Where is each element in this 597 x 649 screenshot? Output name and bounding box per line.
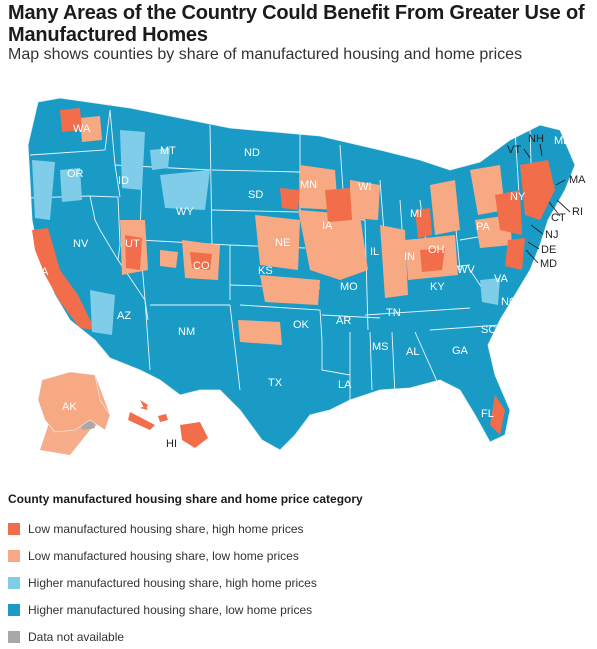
state-label: MS — [372, 341, 389, 353]
state-label: CO — [193, 260, 210, 272]
high-share-high-price-regions — [32, 130, 500, 335]
state-label: OR — [67, 168, 84, 180]
state-label: WY — [176, 206, 194, 218]
state-label: NV — [73, 238, 89, 250]
state-label: VT — [507, 144, 521, 156]
state-label: AL — [406, 346, 419, 358]
state-label: CA — [33, 266, 49, 278]
state-label: OH — [428, 244, 445, 256]
legend-item: Low manufactured housing share, low home… — [8, 548, 299, 564]
legend-swatch — [8, 550, 20, 562]
contiguous-us-shape — [27, 97, 576, 451]
legend-item: Data not available — [8, 629, 124, 645]
legend-item: Higher manufactured housing share, high … — [8, 575, 317, 591]
state-label: KY — [430, 281, 445, 293]
state-label: IA — [322, 220, 333, 232]
state-label: IN — [404, 251, 415, 263]
state-label: RI — [572, 206, 583, 218]
state-label: AZ — [117, 310, 131, 322]
state-label: GA — [452, 345, 469, 357]
state-label: ND — [244, 147, 260, 159]
state-label: MD — [540, 258, 557, 270]
state-label: SC — [481, 324, 496, 336]
state-label: MN — [300, 179, 317, 191]
state-label: HI — [166, 438, 177, 450]
label-leader-lines — [523, 143, 571, 264]
us-county-map: WA OR CA NV ID MT WY UT AZ CO NM ND SD N… — [27, 97, 586, 455]
legend-label: Low manufactured housing share, low home… — [28, 549, 299, 563]
legend-swatch — [8, 523, 20, 535]
map-title: Many Areas of the Country Could Benefit … — [8, 2, 585, 46]
state-label: NH — [528, 133, 544, 145]
state-label: VA — [494, 273, 509, 285]
state-label: AR — [336, 315, 351, 327]
state-label: IL — [370, 246, 379, 258]
alaska-shape — [37, 371, 111, 433]
state-label: AK — [62, 401, 77, 413]
low-share-high-price-regions — [32, 108, 555, 435]
state-label: NM — [178, 326, 195, 338]
legend-title: County manufactured housing share and ho… — [8, 492, 363, 506]
state-label: UT — [125, 238, 140, 250]
state-label: ID — [118, 175, 129, 187]
state-label: NJ — [545, 229, 558, 241]
state-label: NY — [510, 191, 526, 203]
state-label: WA — [73, 123, 91, 135]
legend-label: Higher manufactured housing share, high … — [28, 576, 317, 590]
legend-item: Higher manufactured housing share, low h… — [8, 602, 312, 618]
legend-label: Higher manufactured housing share, low h… — [28, 603, 313, 617]
state-label: SD — [248, 189, 263, 201]
state-label: TX — [268, 377, 283, 389]
state-label: NE — [275, 237, 290, 249]
state-label: WV — [457, 264, 475, 276]
legend-swatch — [8, 604, 20, 616]
state-label: FL — [481, 408, 494, 420]
state-label: MT — [160, 145, 176, 157]
state-label: TN — [386, 307, 401, 319]
legend-label: Low manufactured housing share, high hom… — [28, 522, 304, 536]
state-label: KS — [258, 265, 273, 277]
state-label: WI — [358, 181, 371, 193]
state-label: PA — [476, 221, 491, 233]
state-label: LA — [338, 379, 352, 391]
state-label: ME — [554, 135, 571, 147]
state-labels: WA OR CA NV ID MT WY UT AZ CO NM ND SD N… — [33, 123, 586, 450]
map-subtitle: Map shows counties by share of manufactu… — [8, 46, 523, 63]
state-label: CT — [551, 212, 566, 224]
state-label: OK — [293, 319, 310, 331]
state-label: NC — [501, 296, 517, 308]
legend-swatch — [8, 577, 20, 589]
state-label: MO — [340, 281, 358, 293]
state-label: MI — [410, 208, 422, 220]
legend-label: Data not available — [28, 630, 125, 644]
hawaii-shape — [140, 406, 208, 448]
legend-item: Low manufactured housing share, high hom… — [8, 521, 304, 537]
legend-swatch — [8, 631, 20, 643]
state-label: MA — [569, 174, 586, 186]
state-label: DE — [541, 244, 556, 256]
